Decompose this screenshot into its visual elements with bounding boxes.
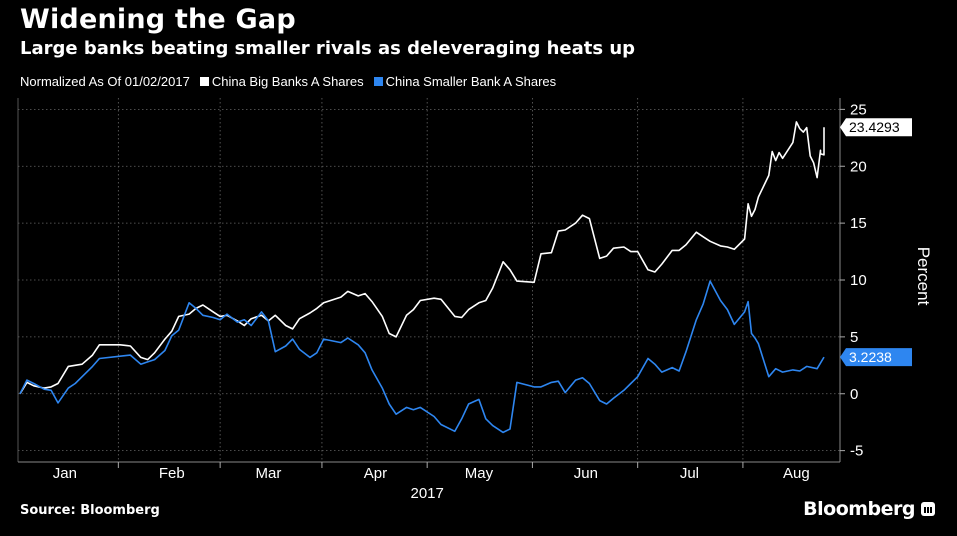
legend-item-big-banks: China Big Banks A Shares (199, 74, 364, 89)
legend-swatch-big-banks (199, 77, 209, 86)
y-tick-label: 5 (850, 329, 858, 346)
series-line-big-banks (19, 121, 825, 395)
legend-label-big-banks: China Big Banks A Shares (211, 74, 364, 89)
x-tick-label: Jul (680, 465, 699, 482)
chart-title: Widening the Gap (20, 4, 296, 35)
value-tag-big-banks (840, 118, 912, 137)
bar-chart-icon (921, 502, 935, 516)
y-tick-label: 15 (850, 215, 867, 232)
x-tick-label: Aug (783, 465, 810, 482)
value-tag-smaller-banks (840, 348, 912, 367)
x-tick-label: Mar (256, 465, 282, 482)
series-line-smaller-banks (19, 280, 825, 434)
normalization-note: Normalized As Of 01/02/2017 (20, 74, 190, 89)
chart-subtitle: Large banks beating smaller rivals as de… (20, 38, 636, 59)
y-tick-label: -5 (850, 443, 863, 460)
legend: Normalized As Of 01/02/2017 China Big Ba… (20, 74, 556, 89)
x-tick-label: Jun (574, 465, 598, 482)
y-tick-label: 25 (850, 101, 867, 118)
source-note: Source: Bloomberg (20, 503, 160, 518)
x-axis-label: 2017 (410, 485, 443, 502)
y-tick-label: 10 (850, 272, 867, 289)
x-tick-label: Jan (53, 465, 77, 482)
value-label-big-banks: 23.4293 (849, 119, 900, 135)
x-tick-label: May (465, 465, 494, 482)
legend-label-smaller-banks: China Smaller Bank A Shares (385, 74, 557, 89)
value-label-smaller-banks: 3.2238 (849, 349, 892, 365)
brand-name: Bloomberg (803, 498, 915, 520)
bloomberg-logo: Bloomberg (803, 498, 935, 520)
x-tick-label: Apr (364, 465, 387, 482)
y-tick-label: 20 (850, 158, 867, 175)
x-tick-label: Feb (159, 465, 185, 482)
legend-item-smaller-banks: China Smaller Bank A Shares (373, 74, 557, 89)
legend-swatch-smaller-banks (373, 77, 383, 86)
y-tick-label: 0 (850, 386, 858, 403)
y-axis-label: Percent (914, 247, 933, 306)
